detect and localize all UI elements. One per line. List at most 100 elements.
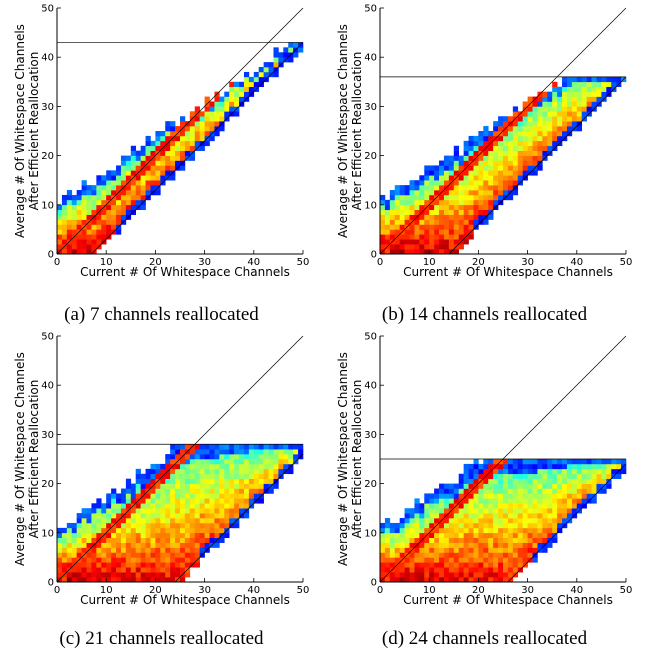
heatmap-cell — [488, 204, 494, 211]
heatmap-cell — [61, 542, 68, 548]
heatmap-cell — [180, 567, 186, 573]
heatmap-cell — [473, 493, 479, 499]
heatmap-cell — [399, 527, 405, 534]
heatmap-cell — [268, 488, 274, 494]
heatmap-cell — [111, 567, 117, 573]
heatmap-cell — [184, 542, 191, 548]
heatmap-cell — [145, 180, 151, 186]
x-axis-label: Current # Of Whitespace Channels — [80, 265, 290, 279]
heatmap-cell — [229, 478, 235, 484]
heatmap-cell — [443, 488, 450, 494]
heatmap-cell — [116, 577, 122, 583]
heatmap-cell — [566, 116, 573, 122]
heatmap-cell — [483, 194, 489, 201]
heatmap-cell — [498, 518, 504, 524]
heatmap-cell — [409, 508, 415, 514]
heatmap-cell — [576, 463, 583, 470]
heatmap-cell — [542, 468, 548, 475]
heatmap-cell — [194, 493, 200, 499]
heatmap-cell — [458, 537, 464, 543]
heatmap-cell — [512, 170, 519, 176]
heatmap-cell — [443, 577, 450, 583]
heatmap-cell — [522, 488, 528, 494]
x-tick-label: 0 — [377, 257, 383, 268]
heatmap-cell — [184, 478, 191, 484]
heatmap-cell — [214, 488, 220, 494]
heatmap-cell — [493, 537, 499, 543]
heatmap-cell — [380, 204, 386, 211]
heatmap-cell — [601, 488, 607, 494]
heatmap-cell — [111, 577, 117, 583]
heatmap-cell — [606, 468, 612, 475]
heatmap-cell — [566, 508, 573, 514]
heatmap-cell — [537, 111, 543, 117]
heatmap-cell — [512, 463, 519, 470]
heatmap-cell — [61, 532, 68, 539]
heatmap-cell — [537, 508, 543, 514]
heatmap-cell — [283, 463, 289, 470]
heatmap-cell — [204, 527, 210, 534]
heatmap-cell — [71, 547, 77, 553]
heatmap-cell — [160, 532, 166, 539]
heatmap-cell — [111, 170, 117, 176]
heatmap-cell — [384, 224, 391, 230]
heatmap-cell — [219, 101, 225, 107]
heatmap-cell — [258, 473, 264, 479]
heatmap-cell — [175, 562, 181, 568]
heatmap-cell — [199, 503, 205, 509]
heatmap-cell — [424, 513, 430, 519]
heatmap-cell — [512, 111, 519, 117]
heatmap-cell — [488, 518, 494, 524]
heatmap-cell — [458, 557, 464, 563]
heatmap-cell — [542, 135, 548, 142]
heatmap-cell — [130, 518, 137, 524]
heatmap-cell — [498, 532, 504, 539]
heatmap-cell — [473, 522, 479, 529]
heatmap-cell — [404, 244, 410, 250]
heatmap-cell — [547, 463, 553, 470]
heatmap-cell — [175, 572, 181, 578]
heatmap-cell — [517, 175, 523, 181]
heatmap-cell — [184, 503, 191, 509]
heatmap-cell — [527, 537, 533, 543]
heatmap-cell — [458, 209, 464, 215]
heatmap-cell — [439, 508, 445, 514]
heatmap-cell — [160, 165, 166, 171]
heatmap-cell — [576, 503, 583, 509]
heatmap-cell — [57, 572, 63, 578]
heatmap-cell — [248, 454, 255, 460]
heatmap-cell — [478, 503, 484, 509]
heatmap-cell — [253, 76, 260, 83]
heatmap-cell — [527, 463, 533, 470]
heatmap-cell — [586, 101, 592, 107]
heatmap-cell — [571, 488, 578, 494]
heatmap-cell — [204, 537, 210, 543]
heatmap-cell — [552, 116, 558, 122]
heatmap-cell — [571, 463, 578, 470]
heatmap-cell — [214, 473, 220, 479]
heatmap-cell — [448, 498, 455, 504]
heatmap-cell — [537, 150, 543, 156]
heatmap-cell — [66, 532, 73, 539]
heatmap-cell — [409, 577, 415, 583]
heatmap-cell — [424, 194, 430, 201]
heatmap-cell — [57, 537, 63, 543]
heatmap-cell — [419, 513, 425, 519]
heatmap-cell — [111, 175, 117, 181]
heatmap-cell — [209, 135, 215, 142]
reference-lines — [379, 335, 627, 583]
heatmap-cell — [419, 542, 425, 548]
heatmap-cell — [135, 567, 141, 573]
heatmap-cell — [503, 131, 509, 137]
heatmap-cell — [116, 498, 122, 504]
heatmap-cell — [243, 498, 250, 504]
heatmap-cell — [498, 170, 504, 176]
heatmap-cell — [522, 532, 528, 539]
y-axis-label-line: After Efficient Reallocation — [350, 380, 364, 539]
heatmap-cell — [219, 483, 225, 489]
heatmap-cell — [399, 518, 405, 524]
heatmap-cell — [76, 214, 82, 220]
heatmap-cell — [566, 76, 573, 83]
heatmap-cell — [160, 155, 166, 161]
heatmap-cell — [424, 547, 430, 553]
